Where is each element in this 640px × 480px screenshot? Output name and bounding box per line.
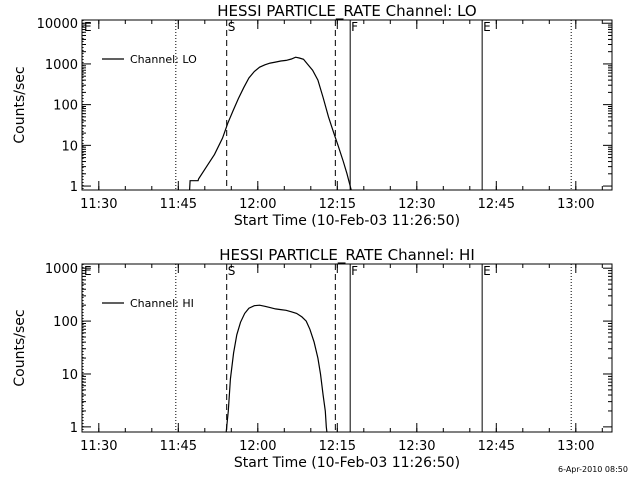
y-axis-label: Counts/sec <box>12 66 28 143</box>
y-tick-label: 1 <box>70 421 78 436</box>
x-tick-label: 11:30 <box>80 197 117 212</box>
x-tick-label: 13:00 <box>557 197 594 212</box>
footer-timestamp: 6-Apr-2010 08:50 <box>558 465 628 474</box>
marker-label: F <box>351 20 358 34</box>
x-axis-label: Start Time (10-Feb-03 11:26:50) <box>234 213 460 229</box>
x-tick-label: 11:45 <box>160 439 197 454</box>
marker-label: S <box>228 264 236 278</box>
chart-panel-2: HESSI PARTICLE_RATE Channel: HI 11:30 11:4… <box>12 246 613 471</box>
x-tick-label: 11:45 <box>160 197 197 212</box>
legend-label: Channel: HI <box>130 297 194 310</box>
x-tick-label: 12:00 <box>239 197 276 212</box>
y-tick-label: 10 <box>61 368 78 383</box>
x-tick-label: 12:45 <box>478 197 515 212</box>
marker-label: S <box>228 20 236 34</box>
y-tick-label: 1000 <box>45 262 78 277</box>
legend-label: Channel: LO <box>130 53 197 66</box>
marker-label: F <box>351 264 358 278</box>
marker-label: E <box>84 264 92 278</box>
y-tick-label: 100 <box>53 315 78 330</box>
x-tick-label: 12:15 <box>319 197 356 212</box>
series-line <box>225 304 328 433</box>
y-tick-label: 10 <box>61 139 78 154</box>
y-tick-label: 1 <box>70 180 78 195</box>
x-tick-label: 13:00 <box>557 439 594 454</box>
series-line <box>189 56 352 191</box>
x-tick-label: 12:15 <box>319 439 356 454</box>
y-tick-label: 10000 <box>37 17 78 32</box>
x-tick-label: 12:00 <box>239 439 276 454</box>
x-tick-label: 11:30 <box>80 439 117 454</box>
marker-label: E <box>84 20 92 34</box>
y-axis-label: Counts/sec <box>12 309 28 386</box>
y-tick-label: 1000 <box>45 58 78 73</box>
plot-frame <box>81 19 613 191</box>
y-tick-label: 100 <box>53 99 78 114</box>
x-tick-label: 12:45 <box>478 439 515 454</box>
marker-label: E <box>483 264 491 278</box>
chart-title: HESSI PARTICLE_RATE Channel: HI <box>219 246 475 265</box>
chart-title: HESSI PARTICLE_RATE Channel: LO <box>217 2 476 21</box>
x-axis-label: Start Time (10-Feb-03 11:26:50) <box>234 455 460 471</box>
x-tick-label: 12:30 <box>398 439 435 454</box>
x-tick-label: 12:30 <box>398 197 435 212</box>
plot-frame <box>81 263 613 433</box>
marker-label: E <box>483 20 491 34</box>
chart-panel-1: HESSI PARTICLE_RATE Channel: LO 11:30 11:4… <box>12 2 613 229</box>
